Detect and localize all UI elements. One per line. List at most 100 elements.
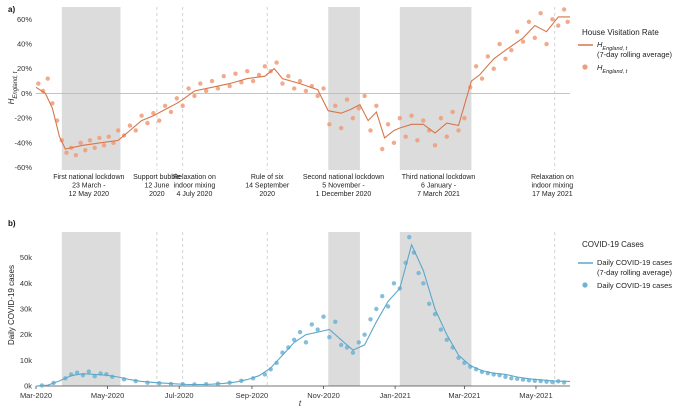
y-tick-label: 30k xyxy=(20,305,32,314)
data-point xyxy=(397,115,403,121)
y-tick-label: -40% xyxy=(14,138,32,147)
data-point xyxy=(139,113,144,118)
data-point xyxy=(338,125,344,131)
lockdown-shade-1 xyxy=(328,232,360,386)
legend-b-line-suffix: (7-day rolling average) xyxy=(597,268,673,277)
y-tick-label: 60% xyxy=(17,15,32,24)
data-point xyxy=(101,143,107,148)
data-point xyxy=(409,113,414,118)
data-point xyxy=(133,128,138,133)
data-point xyxy=(286,73,291,79)
data-point xyxy=(221,73,226,79)
data-point xyxy=(297,329,303,335)
data-point xyxy=(538,10,543,16)
data-point xyxy=(544,41,549,47)
data-point xyxy=(280,81,285,86)
data-point xyxy=(321,314,326,319)
data-point xyxy=(274,360,279,366)
data-point xyxy=(198,81,203,86)
panel-b-chart: b) 0k 10k 20k 30k 40k 50k Mar-2020 May-2020 Jul… xyxy=(7,219,571,408)
data-point xyxy=(145,380,150,385)
data-point xyxy=(157,118,162,123)
data-point xyxy=(520,39,526,44)
data-point xyxy=(509,376,514,381)
data-point xyxy=(78,140,83,146)
y-tick-label: -60% xyxy=(14,163,32,172)
x-tick-label: May-2021 xyxy=(519,391,552,400)
data-point xyxy=(115,128,121,133)
data-point xyxy=(380,146,385,152)
data-point xyxy=(256,72,262,78)
data-point xyxy=(239,80,244,85)
y-tick-label: 20k xyxy=(20,330,32,339)
x-tick-label: Nov-2020 xyxy=(307,391,340,400)
data-point xyxy=(565,19,570,25)
lockdown-shade-1 xyxy=(328,7,360,170)
y-tick-label: 20% xyxy=(17,64,32,73)
x-tick-label: Mar-2020 xyxy=(20,391,52,400)
data-point xyxy=(303,340,309,345)
data-point xyxy=(262,372,268,377)
x-tick-label: Jan-2021 xyxy=(379,391,410,400)
lockdown-shade-0 xyxy=(61,232,121,386)
lockdown-shade-2 xyxy=(399,7,472,170)
legend-a-line-suffix: (7-day rolling average) xyxy=(597,50,673,59)
data-point xyxy=(321,86,326,91)
data-point xyxy=(315,93,320,99)
lockdown-shade-0 xyxy=(61,7,121,170)
data-point xyxy=(309,322,315,327)
data-point xyxy=(168,109,174,115)
data-point xyxy=(462,115,467,121)
data-point xyxy=(514,29,520,34)
data-point xyxy=(315,327,320,332)
data-point xyxy=(174,96,180,101)
event-annotation-2: Relaxation on indoor mixing 4 July 2020 xyxy=(173,174,216,198)
data-point xyxy=(450,109,455,115)
data-point xyxy=(444,337,449,342)
data-point xyxy=(327,122,332,127)
legend-a-point-label: HEngland, t xyxy=(597,63,628,75)
data-point xyxy=(92,374,97,379)
data-point xyxy=(87,138,93,143)
data-point xyxy=(416,270,421,276)
data-point xyxy=(274,60,279,65)
data-point xyxy=(391,281,397,286)
data-point xyxy=(380,293,385,299)
data-point xyxy=(485,54,491,59)
x-tick-label: Sep-2020 xyxy=(236,391,269,400)
data-point xyxy=(415,138,420,143)
data-point xyxy=(291,86,297,91)
data-point xyxy=(385,122,391,127)
y-tick-label: 40% xyxy=(17,40,32,49)
data-point xyxy=(245,69,250,74)
data-point xyxy=(74,370,80,375)
data-point xyxy=(532,35,537,41)
data-point xyxy=(291,337,297,342)
data-point xyxy=(92,145,97,150)
data-point xyxy=(368,128,373,133)
data-point xyxy=(333,319,338,325)
data-point xyxy=(344,97,350,102)
data-point xyxy=(391,140,397,146)
data-point xyxy=(444,134,449,139)
data-point xyxy=(407,234,412,240)
y-tick-label: 50k xyxy=(20,253,32,262)
legend-a-title: House Visitation Rate xyxy=(582,28,659,37)
legend-b-point-label: Daily COVID-19 cases xyxy=(597,281,672,290)
data-point xyxy=(350,350,356,355)
data-point xyxy=(556,23,561,28)
data-point xyxy=(362,332,367,337)
data-point xyxy=(215,86,221,91)
data-point xyxy=(385,304,391,309)
data-point xyxy=(550,17,555,22)
data-point xyxy=(250,78,256,84)
data-point xyxy=(286,345,291,350)
data-point xyxy=(180,103,185,108)
panel-b-legend: COVID-19 Cases Daily COVID-19 cases (7-d… xyxy=(578,240,673,290)
y-tick-label: 0k xyxy=(24,382,32,391)
data-point xyxy=(368,317,373,322)
lockdown-shade-2 xyxy=(399,232,472,386)
event-annotation-3: Rule of six 14 September 2020 xyxy=(245,174,290,198)
y-tick-label: 0% xyxy=(21,89,32,98)
